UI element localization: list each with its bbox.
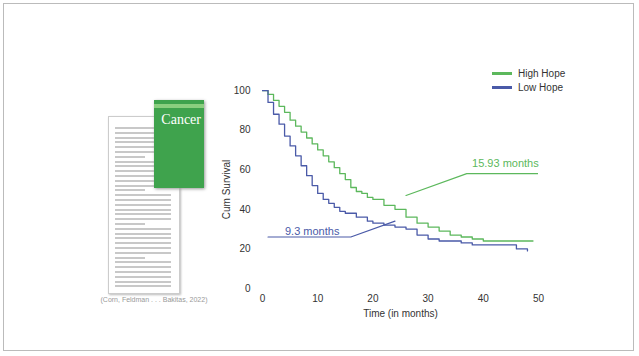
- svg-text:40: 40: [239, 204, 251, 215]
- svg-text:10: 10: [312, 293, 324, 304]
- svg-text:50: 50: [533, 293, 545, 304]
- svg-text:20: 20: [239, 243, 251, 254]
- svg-text:0: 0: [245, 283, 251, 294]
- svg-text:Time (in months): Time (in months): [363, 308, 438, 319]
- html-text:High Hope: High Hope: [518, 67, 566, 79]
- html-text:Low Hope: Low Hope: [518, 81, 563, 93]
- svg-text:9.3 months: 9.3 months: [285, 225, 340, 237]
- svg-text:80: 80: [239, 124, 251, 135]
- html-text:Cancer: Cancer: [161, 112, 201, 127]
- svg-text:0: 0: [260, 293, 266, 304]
- svg-text:100: 100: [234, 85, 251, 96]
- svg-text:40: 40: [478, 293, 490, 304]
- svg-text:Cum Survival: Cum Survival: [221, 160, 232, 219]
- html-text:(Corn, Feldman . . . Bakitas,: (Corn, Feldman . . . Bakitas, 2022): [100, 296, 208, 303]
- svg-text:30: 30: [423, 293, 435, 304]
- svg-text:60: 60: [239, 164, 251, 175]
- svg-text:15.93 months: 15.93 months: [472, 157, 539, 169]
- svg-text:20: 20: [367, 293, 379, 304]
